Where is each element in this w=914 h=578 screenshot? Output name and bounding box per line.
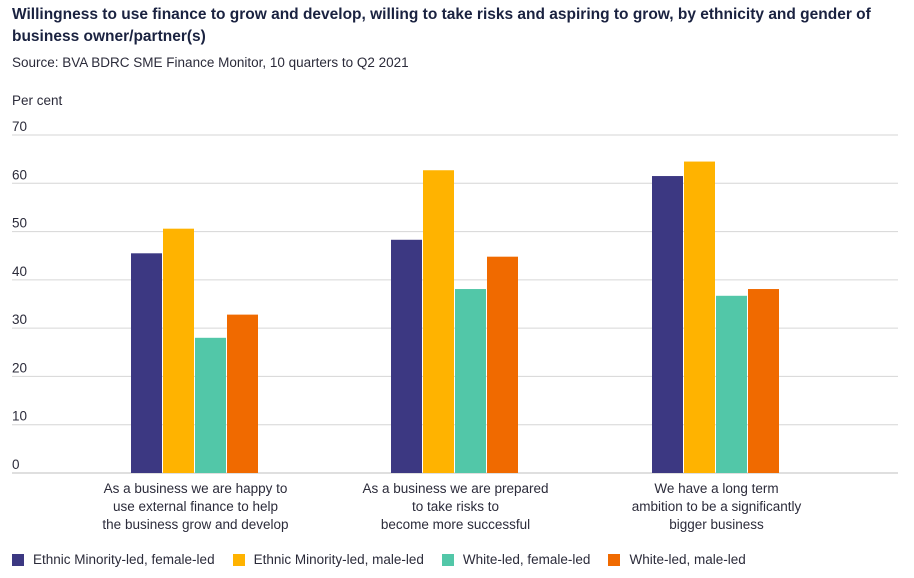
legend-item: Ethnic Minority-led, male-led (232, 552, 424, 567)
category-label: become more successful (381, 517, 530, 532)
legend-swatch (441, 553, 454, 566)
category-label: As a business we are prepared (362, 481, 548, 496)
bar-2-3 (455, 289, 486, 473)
bar-1-3 (195, 337, 226, 473)
bar-3-3 (716, 295, 747, 473)
legend-label: White-led, female-led (462, 552, 591, 567)
category-label: to take risks to (412, 499, 499, 514)
legend-item: White-led, female-led (441, 552, 591, 567)
bar-1-4 (227, 314, 258, 473)
legend-swatch (12, 553, 24, 566)
category-label: use external finance to help (113, 499, 278, 514)
bar-1-1 (131, 253, 162, 473)
bar-3-2 (684, 161, 715, 474)
y-tick-label: 20 (12, 360, 27, 375)
y-tick-label: 60 (12, 167, 27, 182)
bar-3-1 (652, 176, 683, 473)
bar-2-1 (391, 239, 422, 473)
legend-label: Ethnic Minority-led, female-led (33, 552, 215, 567)
y-tick-label: 50 (12, 216, 27, 231)
bar-3-4 (748, 289, 779, 473)
bar-2-2 (423, 170, 454, 473)
y-tick-label: 10 (12, 409, 27, 424)
y-axis-label: Per cent (12, 93, 63, 108)
y-tick-label: 40 (12, 264, 27, 279)
legend-label: Ethnic Minority-led, male-led (253, 552, 424, 567)
y-tick-label: 0 (12, 457, 20, 472)
legend-item: White-led, male-led (608, 552, 746, 567)
chart-legend: Ethnic Minority-led, female-led Ethnic Mi… (12, 552, 764, 567)
category-label: We have a long term (654, 481, 778, 496)
bar-chart: 0 10 20 30 40 50 60 70 As a business we are happ… (12, 119, 898, 532)
category-label: ambition to be a significantly (632, 499, 802, 514)
legend-swatch (232, 553, 245, 566)
chart-title: Willingness to use finance to grow and d… (12, 6, 871, 45)
y-tick-label: 30 (12, 312, 27, 327)
legend-item: Ethnic Minority-led, female-led (12, 552, 215, 567)
legend-label: White-led, male-led (629, 552, 746, 567)
chart-subtitle: Source: BVA BDRC SME Finance Monitor, 10… (12, 55, 409, 70)
y-tick-label: 70 (12, 119, 27, 134)
category-label: As a business we are happy to (104, 481, 288, 496)
category-label: bigger business (669, 517, 764, 532)
legend-swatch (608, 553, 621, 566)
category-label: the business grow and develop (102, 517, 288, 532)
bar-1-2 (163, 228, 194, 473)
bar-2-4 (487, 256, 518, 473)
